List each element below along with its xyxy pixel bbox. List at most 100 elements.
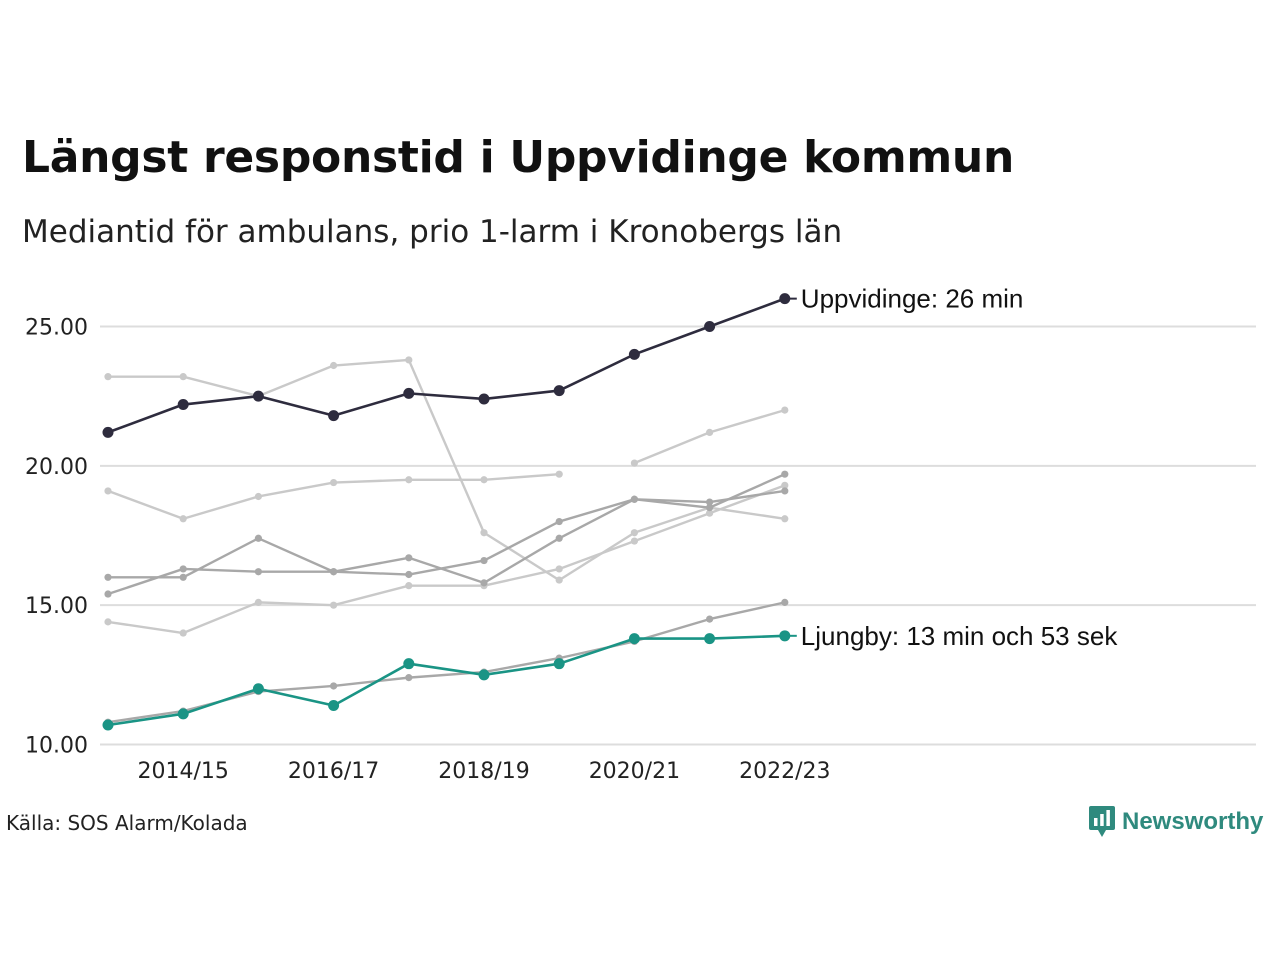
data-point <box>330 682 338 690</box>
series-line <box>633 408 786 465</box>
x-tick-label: 2014/15 <box>137 759 228 784</box>
series-line <box>108 489 785 579</box>
y-tick-label: 15.00 <box>25 594 88 619</box>
series-other <box>104 470 563 523</box>
data-point <box>104 590 112 598</box>
chart-title: Längst responstid i Uppvidinge kommun <box>22 132 1014 183</box>
brand-name: Newsworthy <box>1122 808 1264 835</box>
data-point <box>328 410 340 422</box>
data-point <box>555 534 563 542</box>
data-point <box>179 565 187 573</box>
data-point <box>706 615 714 623</box>
data-point <box>630 459 639 467</box>
bar-chart-speech-icon <box>1089 806 1115 837</box>
data-point <box>104 487 112 495</box>
data-point <box>405 570 413 579</box>
series-uppvidinge <box>102 293 791 438</box>
series-lines <box>102 293 791 731</box>
data-point <box>781 487 789 495</box>
x-tick-label: 2018/19 <box>438 759 529 784</box>
data-point <box>405 476 413 484</box>
data-point <box>252 390 264 402</box>
y-tick-label: 20.00 <box>25 455 88 480</box>
data-point <box>781 406 789 414</box>
data-point <box>706 498 714 506</box>
chart-subtitle: Mediantid för ambulans, prio 1-larm i Kr… <box>22 214 843 250</box>
data-point <box>628 348 640 360</box>
data-point <box>405 554 413 562</box>
data-point <box>480 556 488 565</box>
data-point <box>104 573 112 581</box>
y-tick-label: 25.00 <box>25 316 88 341</box>
data-point <box>179 629 187 637</box>
y-axis-ticks: 10.00 15.00 20.00 25.00 <box>25 316 88 759</box>
data-point <box>179 573 187 581</box>
series-line <box>107 473 786 596</box>
data-point <box>555 565 563 573</box>
data-point <box>254 492 262 501</box>
data-point <box>704 633 716 645</box>
data-point <box>706 504 714 512</box>
data-point <box>478 393 490 405</box>
data-point <box>177 399 189 411</box>
series-line <box>107 297 786 434</box>
data-point <box>177 708 189 720</box>
data-point <box>330 601 338 609</box>
data-point <box>403 658 415 670</box>
data-point <box>330 361 338 370</box>
series-end-label: Uppvidinge: 26 min <box>801 284 1024 314</box>
data-point <box>104 373 112 381</box>
data-point <box>781 481 789 489</box>
data-point <box>781 598 789 606</box>
series-other <box>104 487 789 581</box>
series-ljungby <box>102 630 791 731</box>
source-note: Källa: SOS Alarm/Kolada <box>6 811 248 835</box>
data-point <box>553 385 565 397</box>
data-point <box>706 428 714 436</box>
data-point <box>254 568 262 576</box>
data-point <box>405 674 413 682</box>
data-point <box>403 387 415 399</box>
data-point <box>480 476 488 484</box>
x-tick-label: 2016/17 <box>288 759 379 784</box>
data-point <box>330 568 338 576</box>
series-end-label: Ljungby: 13 min och 53 sek <box>801 621 1119 651</box>
data-point <box>480 579 488 587</box>
data-point <box>630 537 639 545</box>
brand-logo: Newsworthy <box>1088 805 1263 839</box>
data-point <box>252 683 264 695</box>
series-other <box>104 356 789 584</box>
data-point <box>781 470 789 478</box>
data-point <box>630 495 639 503</box>
data-point <box>102 426 114 438</box>
data-point <box>179 373 187 381</box>
data-point <box>254 534 262 542</box>
data-point <box>555 576 563 584</box>
data-point <box>706 509 714 517</box>
series-line <box>108 358 785 582</box>
series-line <box>107 484 786 635</box>
series-line <box>107 634 785 727</box>
x-axis-ticks: 2014/15 2016/17 2018/19 2020/21 2022/23 <box>137 759 830 784</box>
gridlines <box>100 325 1256 746</box>
x-tick-label: 2020/21 <box>589 759 680 784</box>
data-point <box>553 658 565 670</box>
data-point <box>555 517 563 526</box>
data-point <box>405 582 413 590</box>
data-point <box>630 529 639 537</box>
y-tick-label: 10.00 <box>25 734 88 759</box>
data-point <box>704 321 716 332</box>
data-point <box>330 478 338 487</box>
data-point <box>781 515 789 523</box>
data-point <box>102 719 114 731</box>
data-point <box>104 618 112 626</box>
data-point <box>328 699 340 711</box>
x-tick-label: 2022/23 <box>739 759 830 784</box>
series-other <box>630 406 789 467</box>
data-point <box>628 633 640 645</box>
data-point <box>179 515 187 523</box>
data-point <box>405 356 413 364</box>
data-point <box>555 470 563 478</box>
data-point <box>480 529 488 537</box>
